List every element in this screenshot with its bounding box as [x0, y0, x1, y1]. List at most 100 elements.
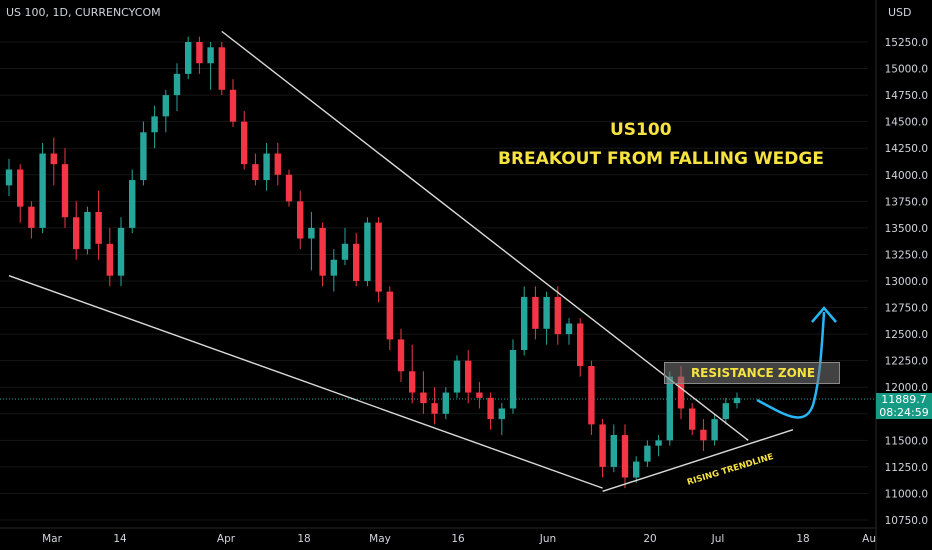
rising-trendline[interactable] — [602, 429, 794, 492]
candle — [610, 424, 617, 473]
current-price: 11889.7 — [881, 393, 927, 406]
candle — [722, 397, 729, 425]
y-tick-label: 10750.0 — [885, 515, 928, 527]
candle — [431, 387, 438, 425]
current-price-tag: 11889.7 08:24:59 — [876, 393, 932, 419]
x-tick-label: 16 — [451, 533, 465, 545]
x-tick-label: May — [369, 533, 391, 545]
y-tick-label: 14250.0 — [885, 143, 928, 155]
candle — [532, 286, 539, 340]
candle — [330, 249, 337, 292]
y-tick-label: 12500.0 — [885, 329, 928, 341]
wedge-lower-line[interactable] — [8, 275, 603, 489]
candle — [476, 381, 483, 409]
candle — [73, 201, 80, 260]
candle — [353, 233, 360, 287]
candle — [95, 190, 102, 260]
candle — [420, 371, 427, 414]
candle — [711, 413, 718, 446]
candle — [129, 169, 136, 234]
candle — [509, 339, 517, 414]
y-tick-label: 14500.0 — [885, 117, 928, 129]
rising-trendline-label: RISING TRENDLINE — [686, 452, 775, 488]
y-tick-label: 13250.0 — [885, 249, 928, 261]
candle — [28, 201, 35, 239]
wedge-upper-line[interactable] — [221, 30, 749, 441]
candle — [185, 36, 192, 80]
candle — [140, 121, 147, 186]
x-tick-label: Jun — [539, 533, 556, 545]
candle — [173, 63, 181, 112]
y-tick-label: 14750.0 — [885, 90, 928, 102]
candle — [162, 89, 169, 133]
candle — [84, 206, 91, 255]
candle — [442, 387, 449, 420]
y-tick-label: 15250.0 — [885, 37, 928, 49]
y-tick-label: 13000.0 — [885, 276, 928, 288]
candle — [577, 318, 584, 377]
candle — [50, 137, 57, 186]
candle — [151, 105, 158, 149]
resistance-zone: RESISTANCE ZONE — [664, 362, 840, 384]
y-tick-label: 11250.0 — [885, 462, 928, 474]
candle — [5, 158, 13, 197]
candle — [252, 153, 259, 186]
chart-annotation-title: US100 — [610, 120, 672, 140]
y-tick-label: 13750.0 — [885, 196, 928, 208]
candle — [565, 318, 573, 345]
candle — [386, 286, 393, 351]
candle — [487, 392, 494, 430]
y-tick-label: 12000.0 — [885, 382, 928, 394]
x-tick-label: Au — [862, 533, 876, 545]
candle — [263, 142, 270, 191]
candle — [655, 435, 662, 457]
resistance-zone-label: RESISTANCE ZONE — [690, 366, 816, 380]
candle — [521, 286, 528, 356]
candle — [599, 419, 606, 478]
candle — [633, 456, 640, 483]
y-tick-label: 11500.0 — [885, 435, 928, 447]
y-tick-label: 12750.0 — [885, 303, 928, 315]
candle — [319, 222, 326, 287]
y-tick-label: 15000.0 — [885, 64, 928, 76]
x-tick-label: Jul — [711, 533, 725, 545]
chart-annotation-subtitle: BREAKOUT FROM FALLING WEDGE — [498, 149, 824, 169]
candle — [341, 227, 349, 266]
candle — [644, 440, 651, 467]
candle — [397, 328, 405, 382]
x-tick-label: 20 — [643, 533, 656, 545]
candle — [285, 169, 293, 207]
candle — [117, 217, 125, 287]
candle — [409, 344, 416, 404]
candle — [689, 403, 696, 436]
bar-countdown: 08:24:59 — [879, 406, 929, 419]
candle — [375, 217, 382, 303]
candle — [465, 350, 472, 404]
x-tick-label: 18 — [796, 533, 809, 545]
candle — [241, 111, 248, 170]
candle — [106, 227, 113, 287]
x-tick-label: 18 — [297, 533, 310, 545]
x-tick-label: 14 — [113, 533, 127, 545]
symbol-label: US 100, 1D, CURRENCYCOM — [6, 6, 161, 19]
candle — [498, 403, 505, 436]
y-tick-label: 13500.0 — [885, 223, 928, 235]
candle — [364, 217, 371, 287]
candle — [297, 190, 304, 250]
candle — [554, 286, 561, 345]
x-tick-label: Mar — [42, 533, 62, 545]
candle — [207, 42, 214, 90]
candle — [61, 148, 69, 228]
x-tick-label: Apr — [217, 533, 236, 545]
y-tick-label: 11000.0 — [885, 488, 928, 500]
arrow-head-icon — [811, 306, 837, 323]
projection-arrow — [756, 311, 826, 419]
candle — [39, 142, 46, 234]
y-tick-label: 14000.0 — [885, 170, 928, 182]
candle — [543, 291, 550, 345]
candle — [733, 392, 741, 409]
y-tick-label: 12250.0 — [885, 356, 928, 368]
candle — [453, 355, 461, 398]
candle — [229, 79, 237, 127]
